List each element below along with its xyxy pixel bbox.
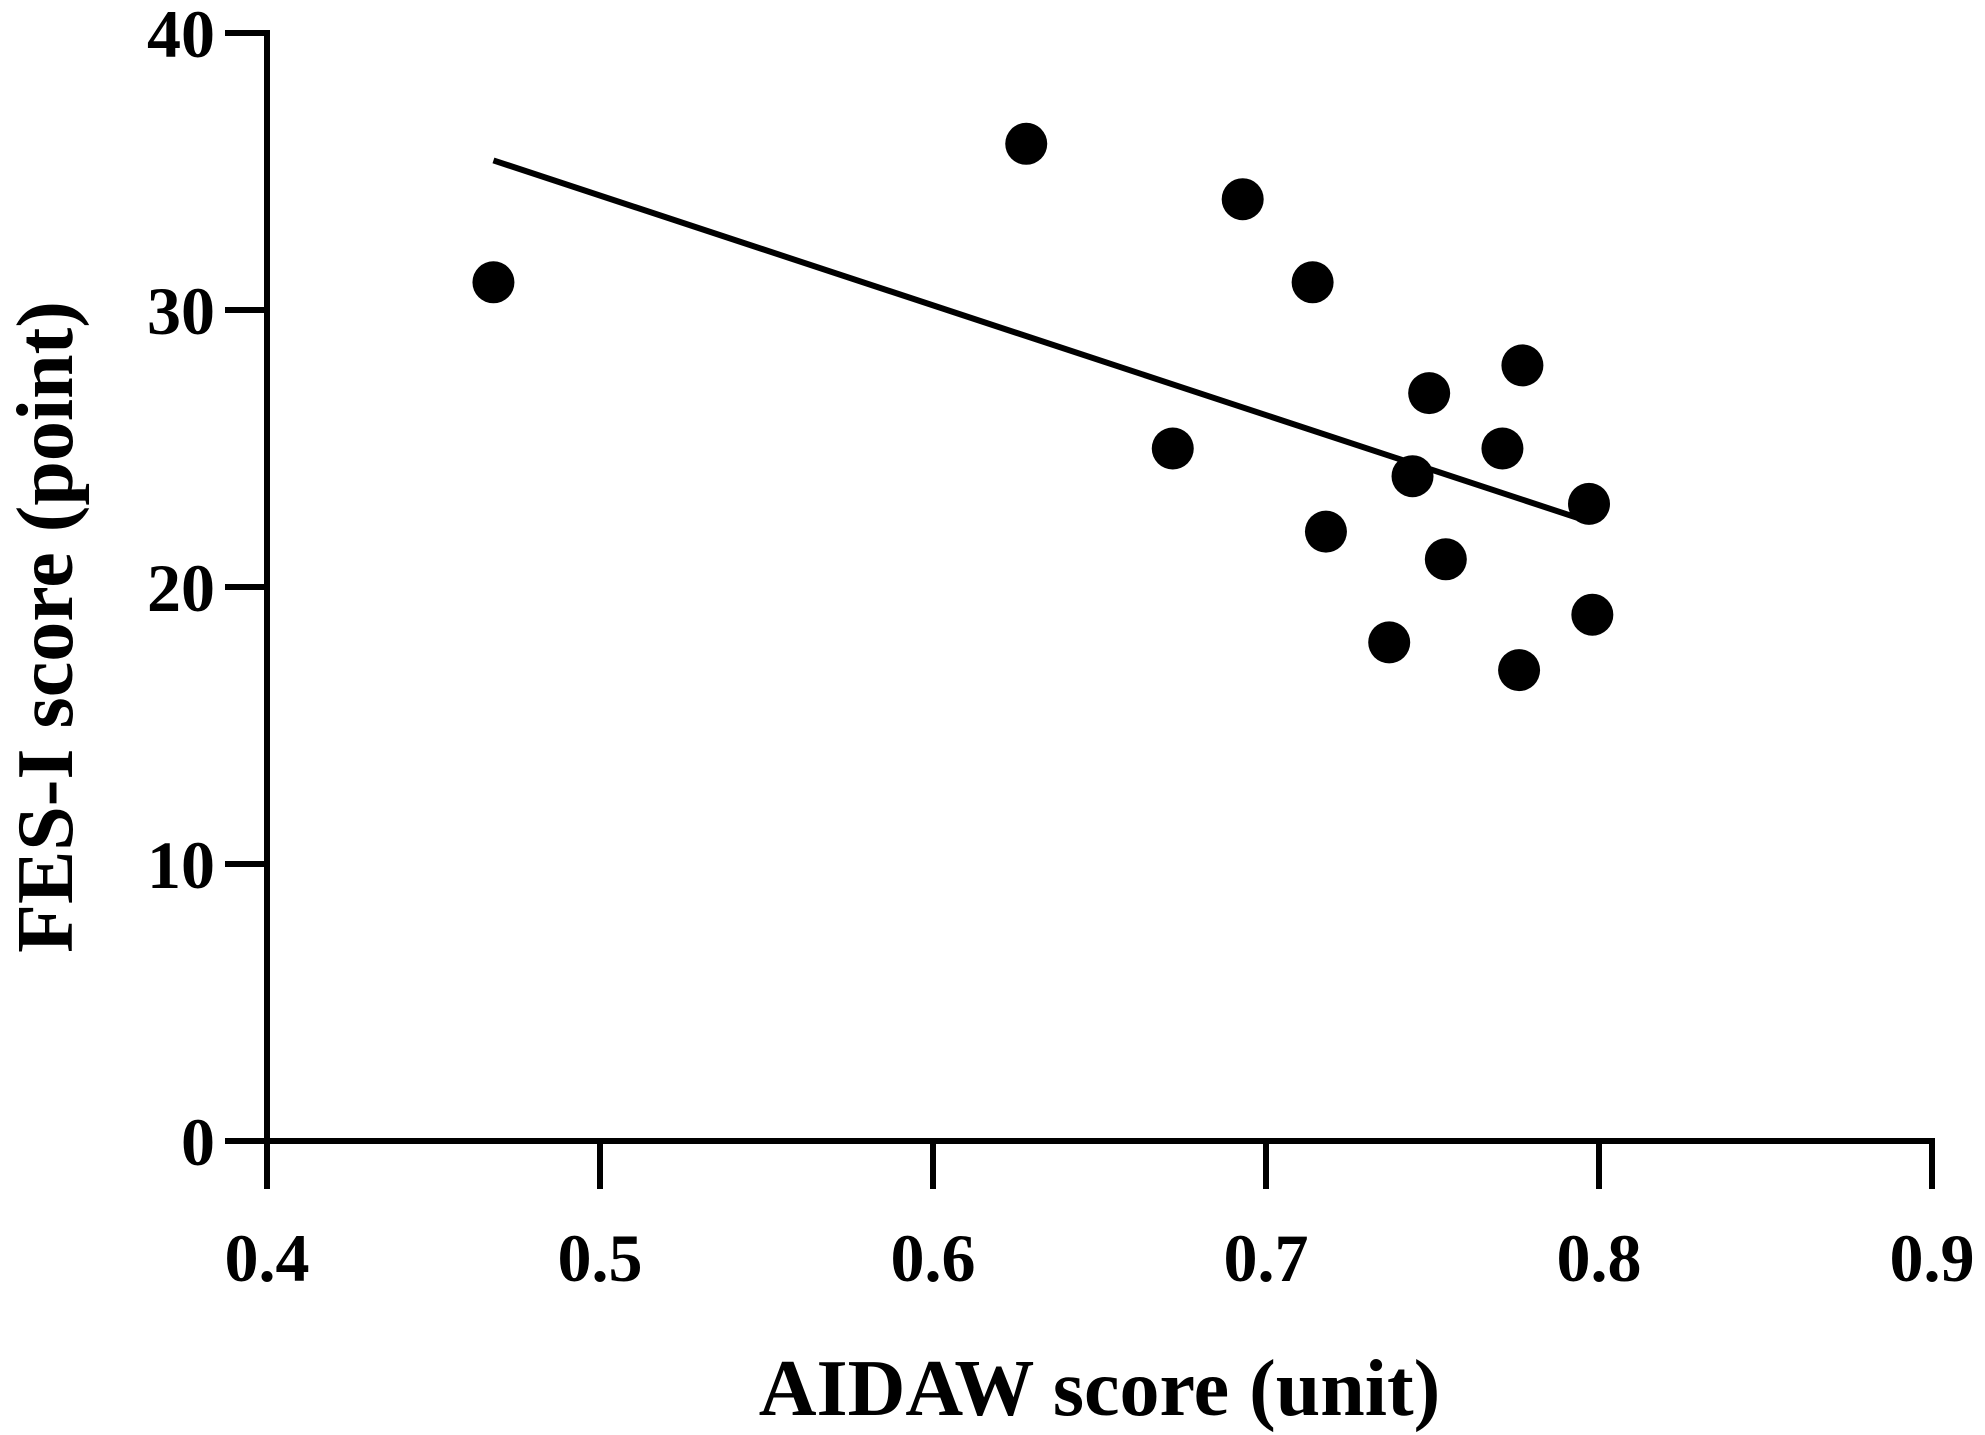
axes [264, 30, 1935, 1144]
data-point [1501, 344, 1544, 387]
data-point [1424, 538, 1467, 581]
x-tick-label: 0.7 [1224, 1220, 1309, 1296]
x-tick-label: 0.6 [891, 1220, 976, 1296]
data-point [1408, 372, 1451, 415]
data-point [1368, 621, 1411, 664]
ticks: 0 10 20 30 40 0.4 0.5 0.6 0.7 0.8 0.9 [147, 0, 1975, 1296]
y-tick-label: 20 [147, 550, 215, 626]
x-tick-label: 0.4 [225, 1220, 310, 1296]
data-point [1304, 510, 1347, 553]
y-tick-label: 30 [147, 273, 215, 349]
data-point [1391, 455, 1434, 498]
data-point [1005, 122, 1048, 165]
data-point [1498, 649, 1541, 692]
y-tick-label: 0 [181, 1104, 215, 1180]
data-point [1151, 427, 1194, 470]
y-tick-label: 10 [147, 827, 215, 903]
x-axis-title: AIDAW score (unit) [759, 1345, 1440, 1433]
data-point [1568, 482, 1611, 525]
data-point [1291, 261, 1334, 304]
data-point [472, 261, 515, 304]
data-point [1571, 593, 1614, 636]
y-axis-title: FES-I score (point) [2, 301, 90, 953]
y-tick-label: 40 [147, 0, 215, 72]
x-tick-label: 0.8 [1557, 1220, 1642, 1296]
data-point [1221, 178, 1264, 221]
data-points [472, 122, 1614, 692]
x-tick-label: 0.5 [558, 1220, 643, 1296]
x-tick-label: 0.9 [1890, 1220, 1975, 1296]
data-point [1481, 427, 1524, 470]
